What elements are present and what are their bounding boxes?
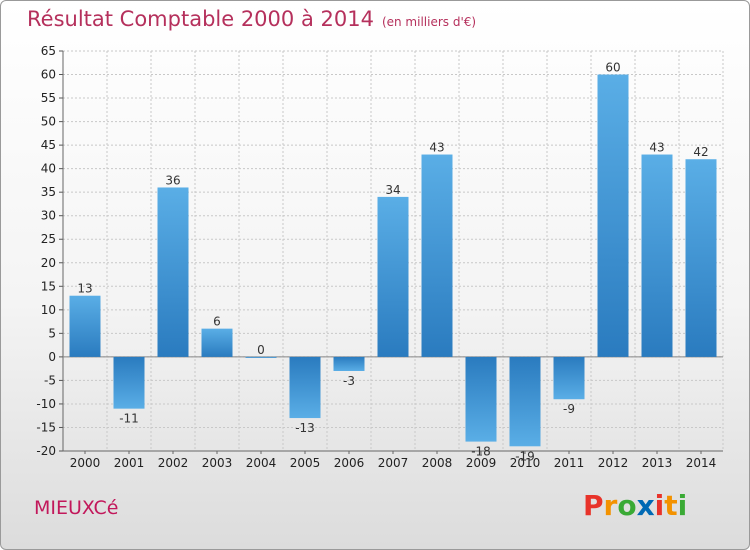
y-tick-label: 40 <box>41 162 56 176</box>
y-tick-label: 15 <box>41 279 56 293</box>
y-tick-label: 35 <box>41 185 56 199</box>
x-tick-label: 2006 <box>334 456 365 470</box>
x-tick-label: 2002 <box>158 456 189 470</box>
y-tick-label: 25 <box>41 232 56 246</box>
bar-2001 <box>113 356 145 409</box>
data-label-2007: 34 <box>385 183 400 197</box>
logo-letter: o <box>617 489 637 522</box>
bar-2010 <box>509 356 541 447</box>
y-tick-label: 10 <box>41 303 56 317</box>
y-tick-label: 30 <box>41 209 56 223</box>
bar-2008 <box>421 154 453 357</box>
data-label-2010: -19 <box>515 449 535 463</box>
y-tick-label: -20 <box>36 444 56 458</box>
y-tick-label: 65 <box>41 44 56 58</box>
bar-2004 <box>245 356 277 358</box>
data-label-2000: 13 <box>77 282 92 296</box>
proxiti-logo: Proxiti <box>583 489 687 522</box>
bar-2013 <box>641 154 673 357</box>
logo-letter: r <box>603 489 618 522</box>
data-label-2004: 0 <box>257 343 265 357</box>
x-tick-label: 2005 <box>290 456 321 470</box>
bar-2012 <box>597 74 629 357</box>
bars <box>69 74 717 447</box>
x-tick-label: 2008 <box>422 456 453 470</box>
data-label-2003: 6 <box>213 315 221 329</box>
y-tick-label: 45 <box>41 138 56 152</box>
bar-2009 <box>465 356 497 442</box>
y-tick-label: 60 <box>41 68 56 82</box>
y-tick-label: -15 <box>36 420 56 434</box>
chart-title-main: Résultat Comptable 2000 à 2014 <box>27 7 374 31</box>
bar-2014 <box>685 159 717 357</box>
bar-2000 <box>69 295 101 357</box>
y-tick-label: -5 <box>44 373 56 387</box>
logo-letter: i <box>677 489 688 522</box>
data-label-2013: 43 <box>649 141 664 155</box>
x-tick-label: 2009 <box>466 456 497 470</box>
data-label-2001: -11 <box>119 412 139 426</box>
chart-title-unit: (en milliers d'€) <box>381 15 477 29</box>
x-tick-label: 2007 <box>378 456 409 470</box>
logo-letter: P <box>583 489 604 522</box>
logo-letter: t <box>664 489 678 522</box>
x-tick-label: 2011 <box>554 456 585 470</box>
data-label-2006: -3 <box>343 374 355 388</box>
y-tick-label: 55 <box>41 91 56 105</box>
logo-letter: i <box>654 489 665 522</box>
y-tick-label: 0 <box>48 350 56 364</box>
data-label-2008: 43 <box>429 141 444 155</box>
x-tick-label: 2000 <box>70 456 101 470</box>
data-label-2012: 60 <box>605 61 620 75</box>
y-tick-label: 5 <box>48 326 56 340</box>
chart-title: Résultat Comptable 2000 à 2014 (en millie… <box>27 7 476 31</box>
x-tick-label: 2012 <box>598 456 629 470</box>
data-label-2009: -18 <box>471 445 491 459</box>
bar-2011 <box>553 356 585 400</box>
y-tick-label: -10 <box>36 397 56 411</box>
data-label-2011: -9 <box>563 402 575 416</box>
bar-2003 <box>201 328 233 357</box>
data-label-2014: 42 <box>693 145 708 159</box>
x-tick-label: 2003 <box>202 456 233 470</box>
bar-2002 <box>157 187 189 357</box>
bar-2006 <box>333 356 365 371</box>
x-tick-label: 2014 <box>686 456 717 470</box>
data-label-2002: 36 <box>165 173 180 187</box>
bar-2007 <box>377 196 409 357</box>
commune-name: MIEUXCé <box>34 497 119 519</box>
x-tick-label: 2001 <box>114 456 145 470</box>
x-tick-label: 2013 <box>642 456 673 470</box>
y-tick-label: 50 <box>41 115 56 129</box>
y-tick-label: 20 <box>41 256 56 270</box>
logo-letter: x <box>636 489 655 522</box>
data-label-2005: -13 <box>295 421 315 435</box>
bar-2005 <box>289 356 321 419</box>
x-tick-label: 2004 <box>246 456 277 470</box>
x-tick-label: 2010 <box>510 456 541 470</box>
